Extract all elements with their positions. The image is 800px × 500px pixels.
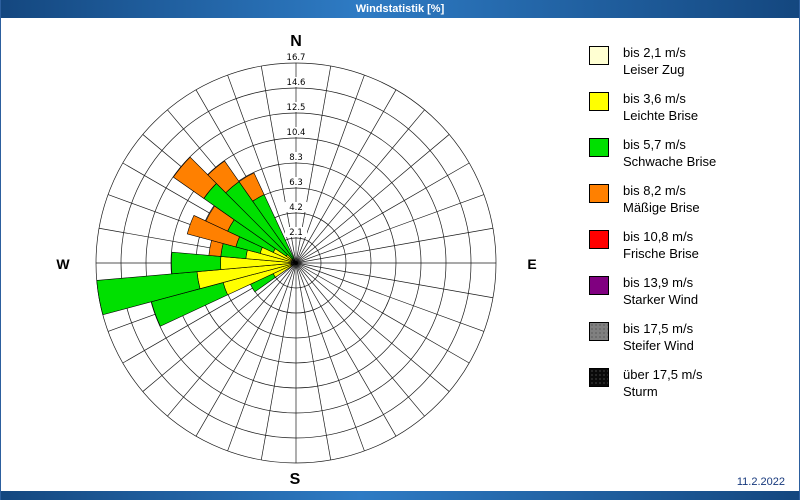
legend-item: über 17,5 m/s Sturm <box>589 366 716 400</box>
legend-label: bis 10,8 m/s Frische Brise <box>623 228 699 262</box>
title-bar: Windstatistik [%] <box>1 0 799 18</box>
grid-spoke <box>295 134 450 264</box>
wind-rose-segment <box>238 172 265 202</box>
legend-item: bis 13,9 m/s Starker Wind <box>589 274 716 308</box>
grid-spoke <box>195 262 297 437</box>
wind-speed-legend: bis 2,1 m/s Leiser Zug bis 3,6 m/s Leichte … <box>589 44 716 412</box>
ring-label: 16.7 <box>287 53 306 63</box>
legend-description-text: Steifer Wind <box>623 338 694 353</box>
legend-swatch <box>589 230 609 249</box>
legend-speed-text: bis 10,8 m/s <box>623 229 694 244</box>
grid-spoke <box>295 262 397 437</box>
date-label: 11.2.2022 <box>736 476 785 488</box>
grid-spoke <box>295 194 485 264</box>
legend-swatch <box>589 322 609 341</box>
legend-speed-text: bis 13,9 m/s <box>623 275 694 290</box>
chart-area: 2.1 4.2 6.3 8.3 10.4 12.5 14.6 16.7 N E S W bis… <box>1 18 799 491</box>
legend-label: bis 17,5 m/s Steifer Wind <box>623 320 694 354</box>
ring-label: 14.6 <box>287 78 306 88</box>
legend-item: bis 10,8 m/s Frische Brise <box>589 228 716 262</box>
legend-item: bis 5,7 m/s Schwache Brise <box>589 136 716 170</box>
legend-item: bis 2,1 m/s Leiser Zug <box>589 44 716 78</box>
ring-label-bg <box>285 227 307 237</box>
grid-spoke <box>295 262 470 364</box>
legend-item: bis 17,5 m/s Steifer Wind <box>589 320 716 354</box>
grid-spoke <box>295 74 365 264</box>
legend-speed-text: bis 8,2 m/s <box>623 183 686 198</box>
ring-label-bg <box>285 202 307 212</box>
grid-spoke <box>167 262 297 417</box>
legend-description-text: Leichte Brise <box>623 108 699 123</box>
compass-label-east: E <box>527 256 537 272</box>
legend-swatch <box>589 276 609 295</box>
legend-swatch <box>589 46 609 65</box>
grid-spoke <box>227 262 297 452</box>
legend-label: bis 2,1 m/s Leiser Zug <box>623 44 686 78</box>
ring-label: 8.3 <box>289 153 303 163</box>
ring-label: 4.2 <box>289 203 303 213</box>
legend-swatch <box>589 368 609 387</box>
legend-speed-text: bis 17,5 m/s <box>623 321 694 336</box>
legend-label: bis 13,9 m/s Starker Wind <box>623 274 698 308</box>
legend-description-text: Mäßige Brise <box>623 200 700 215</box>
ring-label-bg <box>285 152 307 162</box>
legend-description-text: Sturm <box>623 384 658 399</box>
legend-speed-text: bis 2,1 m/s <box>623 45 686 60</box>
window-title: Windstatistik [%] <box>355 3 445 15</box>
grid-spoke <box>295 89 397 264</box>
legend-speed-text: bis 5,7 m/s <box>623 137 686 152</box>
legend-speed-text: bis 3,6 m/s <box>623 91 686 106</box>
grid-spoke <box>295 262 485 332</box>
grid-spoke <box>295 227 494 264</box>
legend-swatch <box>589 138 609 157</box>
ring-label-bg <box>285 127 307 137</box>
legend-label: bis 3,6 m/s Leichte Brise <box>623 90 698 124</box>
legend-swatch <box>589 184 609 203</box>
wind-rose-chart: 2.1 4.2 6.3 8.3 10.4 12.5 14.6 16.7 <box>95 52 497 464</box>
grid-spoke <box>295 109 425 264</box>
legend-item: bis 3,6 m/s Leichte Brise <box>589 90 716 124</box>
legend-description-text: Schwache Brise <box>623 154 717 169</box>
ring-label: 2.1 <box>289 228 303 238</box>
compass-label-south: S <box>289 471 301 488</box>
center-dot <box>294 261 298 265</box>
ring-label-bg <box>285 77 307 87</box>
compass-label-north: N <box>290 33 302 50</box>
grid-spoke <box>227 74 297 264</box>
legend-description-text: Leiser Zug <box>623 62 685 77</box>
legend-description-text: Frische Brise <box>623 246 699 261</box>
grid-spoke <box>295 162 470 264</box>
legend-label: über 17,5 m/s Sturm <box>623 366 703 400</box>
legend-label: bis 5,7 m/s Schwache Brise <box>623 136 716 170</box>
grid-spoke <box>295 262 494 299</box>
legend-item: bis 8,2 m/s Mäßige Brise <box>589 182 716 216</box>
grid-spoke <box>295 262 332 461</box>
legend-label: bis 8,2 m/s Mäßige Brise <box>623 182 700 216</box>
legend-description-text: Starker Wind <box>623 292 699 307</box>
ring-label-bg <box>285 52 307 62</box>
ring-label: 12.5 <box>287 103 306 113</box>
ring-label-bg <box>285 177 307 187</box>
grid-spoke <box>260 262 297 461</box>
compass-label-west: W <box>56 256 70 272</box>
grid-spoke <box>295 262 425 417</box>
legend-speed-text: über 17,5 m/s <box>623 367 703 382</box>
grid-spoke <box>142 262 297 392</box>
grid-spoke <box>295 262 450 392</box>
ring-label-bg <box>285 102 307 112</box>
grid-spoke <box>295 262 365 452</box>
ring-label: 10.4 <box>287 128 306 138</box>
bottom-bar <box>1 491 799 500</box>
legend-swatch <box>589 92 609 111</box>
ring-label: 6.3 <box>289 178 303 188</box>
